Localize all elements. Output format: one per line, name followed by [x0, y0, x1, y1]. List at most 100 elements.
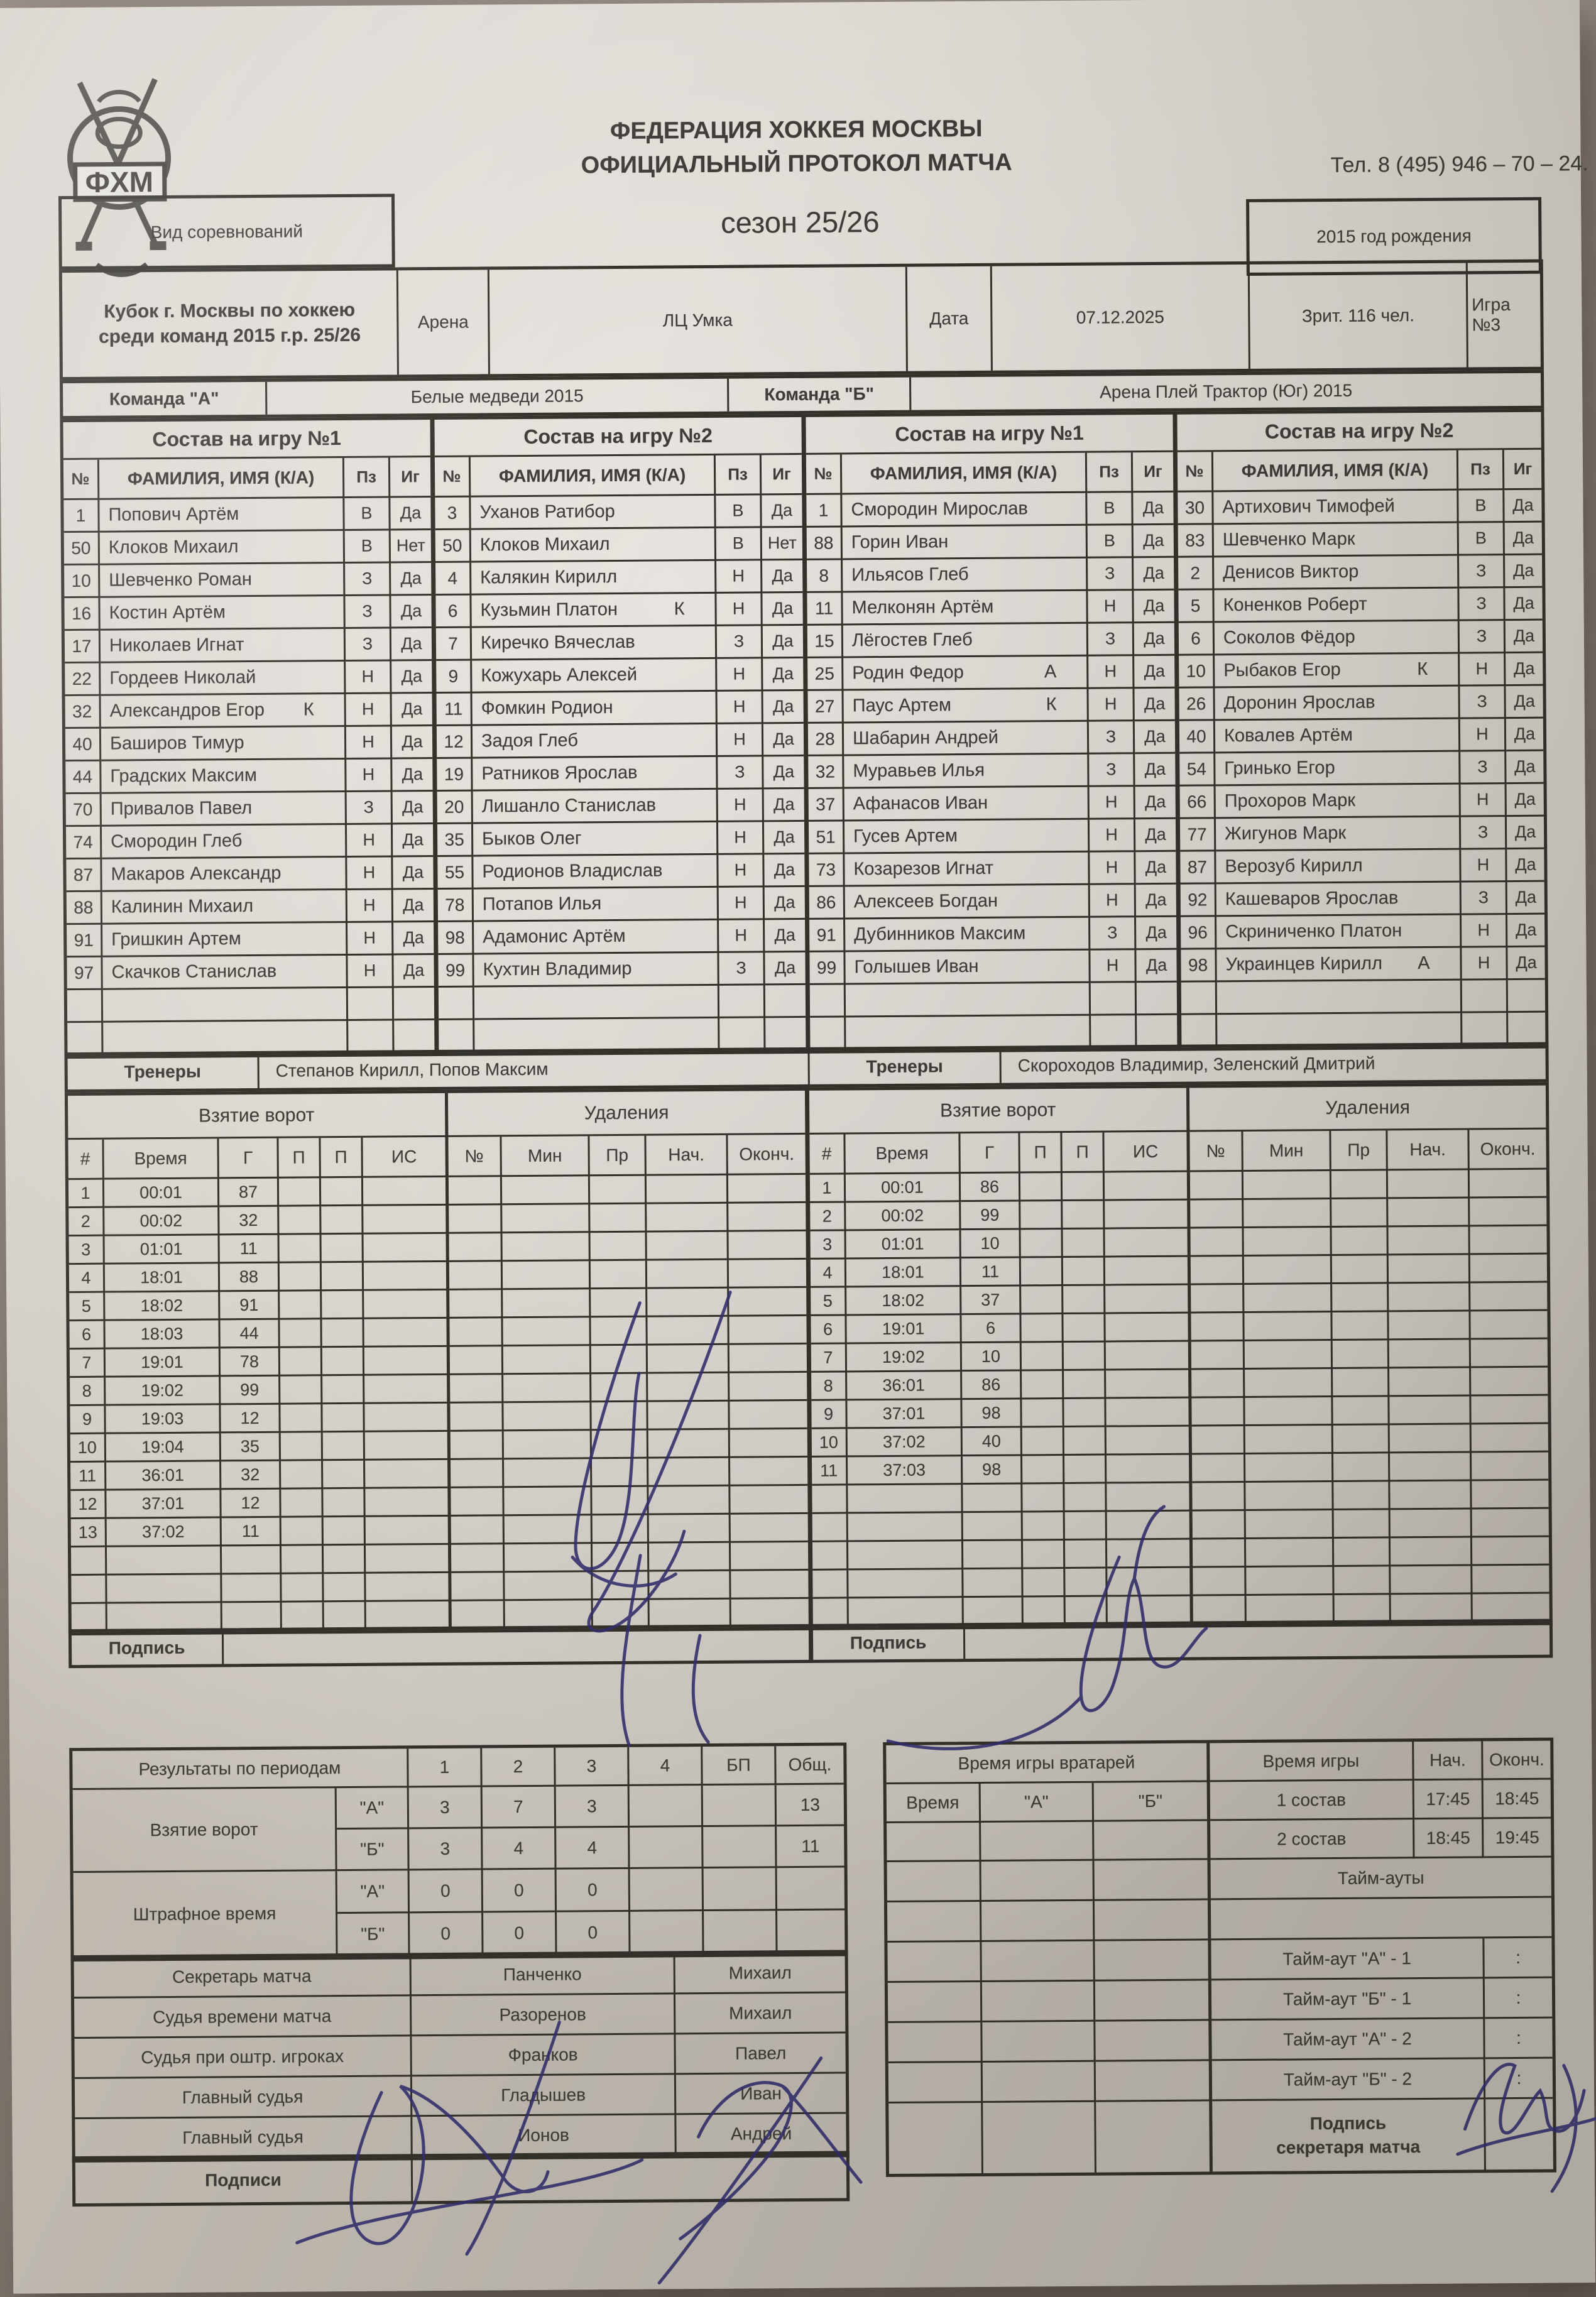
pen-start [649, 1571, 731, 1600]
official-name: Михаил [675, 1953, 845, 1995]
player-name: Шевченко Марк [1213, 523, 1460, 558]
player-name: Алексеев Богдан [844, 885, 1091, 920]
player-number [809, 985, 846, 1018]
goal-time: 00:02 [846, 1202, 961, 1231]
goal-is [1106, 1398, 1192, 1427]
pen-pr [591, 1289, 648, 1318]
player-pos: Н [1461, 849, 1507, 883]
goal-assist1 [1020, 1230, 1063, 1258]
player-number: 88 [806, 527, 843, 560]
pen-num [449, 1233, 503, 1262]
pen-start [1389, 1311, 1471, 1341]
pen-min [1243, 1171, 1332, 1201]
player-played [1508, 1012, 1546, 1046]
player-name: Ковалев Артём [1215, 719, 1461, 754]
official-role: Главный судья [74, 2076, 413, 2120]
arena-value: ЛЦ Умка [489, 266, 908, 374]
goal-n [812, 1598, 849, 1627]
pen-end [731, 1598, 809, 1628]
pen-min [1245, 1369, 1333, 1399]
player-pos: Н [1460, 719, 1507, 752]
goal-assist1 [280, 1376, 323, 1405]
player-pos: З [1461, 882, 1508, 915]
pen-min [1244, 1284, 1333, 1314]
player-number: 9 [436, 660, 473, 694]
gk-cell [888, 2102, 983, 2174]
pen-start [647, 1288, 730, 1318]
player-pos: З [345, 563, 391, 596]
match-info-row: Кубок г. Москвы по хоккею среди команд 2… [58, 259, 1544, 381]
goal-is [363, 1233, 449, 1263]
coaches-label-a: Тренеры [67, 1054, 260, 1090]
goal-assist2 [321, 1262, 364, 1292]
gametime-title: Время игры [1210, 1742, 1414, 1782]
pen-pr [593, 1571, 650, 1601]
player-pos: Н [717, 691, 763, 724]
pen-start [1388, 1198, 1470, 1228]
period-col-4: 4 [629, 1747, 703, 1786]
pen-pr [1332, 1340, 1390, 1370]
secretary-sign-label: Подпись секретаря матча [1212, 2099, 1486, 2172]
goals-a-bp [702, 1785, 777, 1828]
goal-time: 00:01 [104, 1179, 220, 1208]
player-number: 73 [809, 854, 845, 887]
player-number: 1 [63, 499, 100, 533]
pen-num [1190, 1228, 1244, 1257]
player-played: Да [392, 824, 434, 858]
pen-end [1469, 1169, 1547, 1199]
goal-assist2 [322, 1375, 365, 1405]
player-pos: В [716, 495, 762, 528]
player-pos: Н [1460, 653, 1506, 687]
goal-assist1 [279, 1235, 322, 1263]
goal-assist1 [281, 1461, 324, 1490]
goals-a-p2: 7 [482, 1786, 557, 1829]
pen-min [1243, 1199, 1332, 1229]
player-pos: З [716, 626, 763, 659]
player-played: Да [1505, 555, 1543, 589]
goal-n: 7 [811, 1344, 848, 1373]
goal-is [366, 1601, 452, 1630]
player-number: 25 [807, 658, 844, 691]
player-number [438, 987, 475, 1020]
player-number: 96 [1181, 917, 1217, 950]
h-end: Оконч. [1469, 1129, 1546, 1170]
goal-is [366, 1573, 452, 1602]
player-name: Попович Артём [99, 498, 345, 533]
pen-min [1243, 1256, 1333, 1285]
periods-label: Результаты по периодам [72, 1749, 409, 1791]
player-pos: Н [1090, 885, 1137, 918]
player-pos: З [1460, 751, 1507, 785]
player-pos [1091, 1015, 1137, 1049]
penalties-header-a: Удаления [447, 1090, 806, 1137]
gk-cell [887, 1901, 982, 1943]
pen-pr [592, 1543, 650, 1573]
player-played: Да [1134, 590, 1174, 624]
player-pos: Н [718, 854, 765, 888]
goal-is [1105, 1285, 1191, 1314]
goal-time [848, 1569, 964, 1599]
player-number: 83 [1178, 525, 1215, 558]
player-played: Да [762, 560, 803, 594]
gk-cell [981, 1941, 1095, 1982]
period-col-2: 2 [482, 1747, 556, 1787]
player-name: Калинин Михаил [102, 890, 348, 925]
pen-end [1471, 1367, 1548, 1397]
player-name: Лёгостев Глеб [843, 623, 1089, 658]
player-number: 6 [1178, 623, 1215, 656]
player-pos: З [345, 596, 391, 629]
official-surname: Разоренов [411, 1994, 676, 2037]
pen-start [1391, 1566, 1473, 1595]
gk-cell [982, 2021, 1096, 2063]
pen-end [731, 1570, 809, 1600]
goals-table-a: Взятие ворот Удаления # Время Г П П ИС №… [64, 1087, 812, 1636]
goal-time [848, 1541, 964, 1571]
goal-n: 2 [68, 1208, 105, 1237]
h-start: Нач. [1387, 1130, 1470, 1171]
player-name: Дубинников Максим [845, 917, 1091, 952]
pen-start [1389, 1339, 1472, 1369]
player-number: 28 [807, 723, 844, 756]
player-pos: Н [1088, 689, 1135, 722]
player-played: Да [762, 494, 802, 528]
logo-text: ФХМ [85, 165, 153, 199]
goal-is [364, 1346, 451, 1376]
